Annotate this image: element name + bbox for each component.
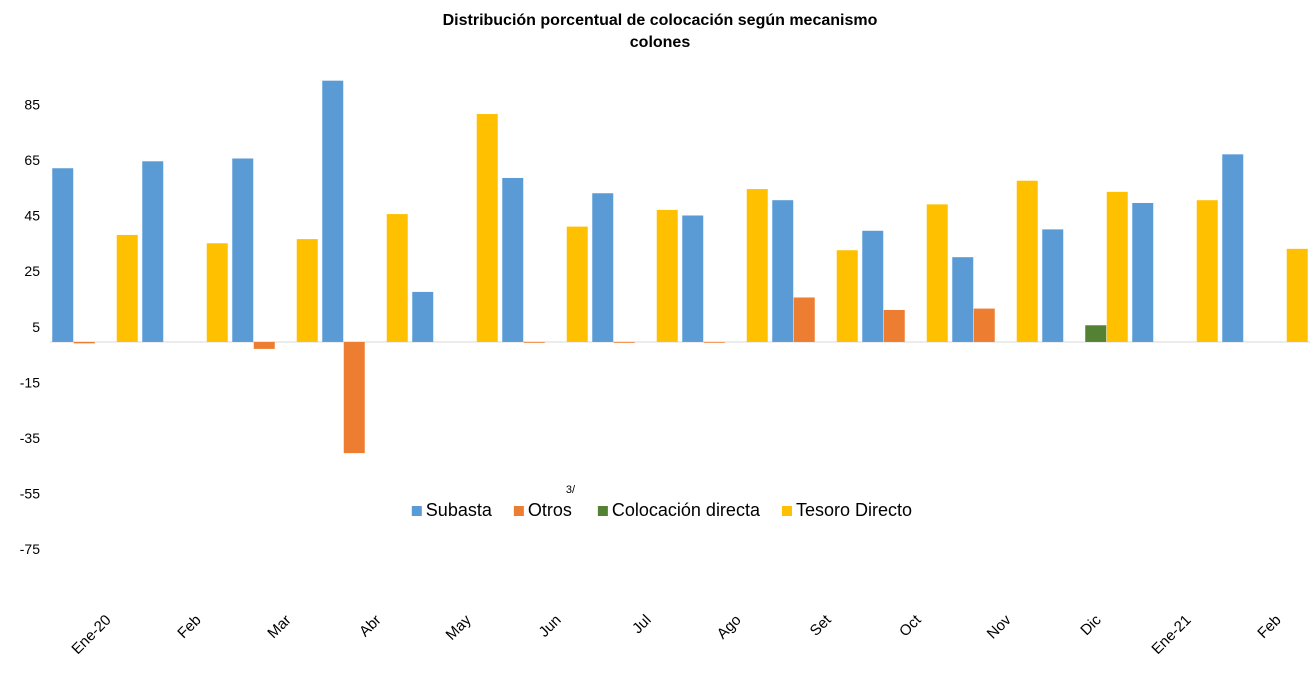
bar (386, 214, 408, 342)
chart-title: Distribución porcentual de colocación se… (443, 12, 878, 29)
bar (523, 341, 545, 343)
x-tick-label: Jun (536, 612, 565, 641)
x-tick-label: Dic (1077, 611, 1105, 639)
bar (952, 257, 974, 342)
legend-label: Subasta (426, 500, 493, 520)
bar (656, 209, 678, 342)
bar (73, 341, 95, 344)
bar (973, 308, 995, 342)
legend-label: Colocación directa (612, 500, 761, 520)
bar (883, 309, 905, 342)
y-tick-label: -75 (20, 541, 40, 557)
x-tick-label: Ene-21 (1148, 612, 1194, 658)
y-tick-label: 85 (24, 96, 40, 112)
bar (206, 243, 228, 342)
y-tick-label: 45 (24, 208, 40, 224)
bar (1286, 248, 1308, 342)
bar (1132, 202, 1154, 342)
bar (592, 193, 614, 342)
x-tick-label: Abr (356, 612, 385, 641)
bar (793, 297, 815, 342)
bar (322, 80, 344, 342)
bar (862, 230, 884, 342)
legend-note: 3/ (566, 484, 576, 496)
chart-subtitle: colones (630, 34, 691, 51)
bar (836, 250, 858, 342)
x-tick-label: Ago (714, 612, 745, 643)
legend-swatch (513, 506, 524, 516)
legend-label: Otros (528, 500, 572, 520)
bar (116, 234, 138, 342)
legend-swatch (597, 506, 608, 516)
bar (1196, 200, 1218, 342)
legend-label: Tesoro Directo (796, 500, 912, 520)
bar (1016, 180, 1038, 342)
x-tick-label: Set (807, 611, 836, 640)
y-tick-label: -35 (20, 430, 40, 446)
bar (1042, 229, 1064, 342)
x-tick-label: Ene-20 (68, 612, 114, 658)
bar (343, 341, 365, 454)
y-tick-label: 5 (32, 319, 40, 335)
x-tick-label: Feb (174, 612, 204, 642)
bar (296, 239, 318, 342)
legend-swatch (411, 506, 422, 516)
y-tick-label: -15 (20, 374, 40, 390)
bar (703, 341, 725, 343)
x-tick-label: Jul (629, 612, 655, 638)
bar (926, 204, 948, 342)
bar (772, 200, 794, 342)
bar (1106, 191, 1128, 342)
x-tick-label: Oct (896, 611, 925, 640)
bar (682, 215, 704, 342)
bar (613, 341, 635, 343)
bar (502, 177, 524, 342)
y-tick-label: -55 (20, 486, 40, 502)
x-tick-label: May (443, 611, 475, 643)
bar (412, 291, 434, 342)
y-tick-label: 25 (24, 263, 40, 279)
bar (746, 189, 768, 342)
bar (253, 341, 275, 349)
x-tick-label: Feb (1254, 612, 1284, 642)
bar (142, 161, 164, 342)
bar (476, 114, 498, 342)
bar (1085, 325, 1107, 342)
bar (52, 168, 74, 342)
x-tick-label: Mar (264, 612, 294, 642)
bar (232, 158, 254, 342)
bar (566, 226, 588, 342)
x-tick-label: Nov (984, 611, 1015, 642)
legend-swatch (781, 506, 792, 516)
bar (1222, 154, 1244, 342)
y-tick-label: 65 (24, 152, 40, 168)
